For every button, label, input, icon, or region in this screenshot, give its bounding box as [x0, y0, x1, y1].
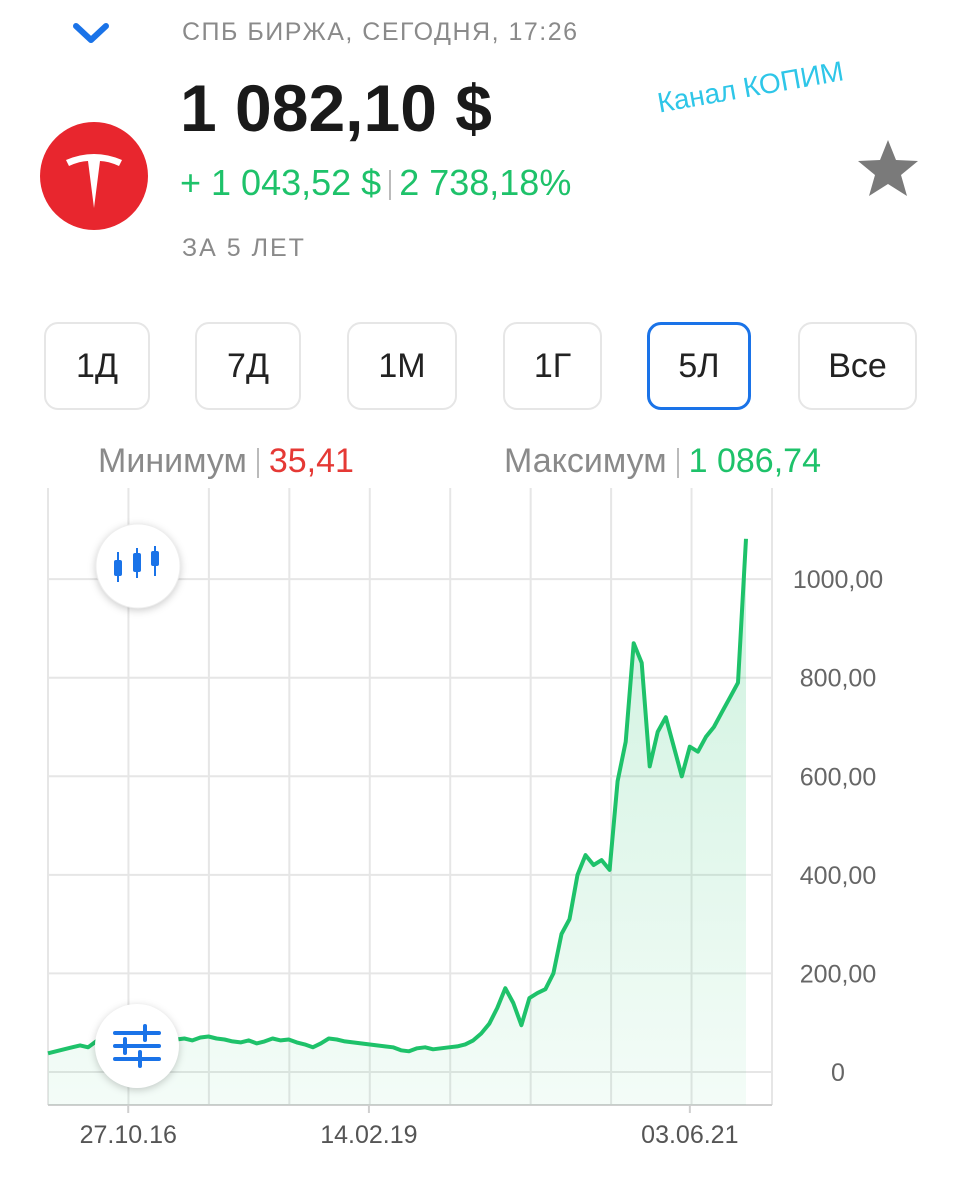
min-info: Минимум 35,41 [98, 442, 354, 481]
change-abs: + 1 043,52 $ [180, 162, 382, 203]
y-tick-label: 0 [831, 1059, 845, 1087]
tesla-logo [40, 122, 148, 230]
collapse-chevron[interactable] [70, 18, 112, 48]
icon [114, 560, 122, 576]
separator [389, 170, 392, 201]
change-pct: 2 738,18% [399, 162, 572, 203]
x-tick-label: 27.10.16 [80, 1121, 177, 1149]
y-tick-label: 400,00 [800, 862, 876, 890]
candle-toggle[interactable] [95, 523, 181, 609]
max-value: 1 086,74 [688, 442, 821, 480]
period: ЗА 5 ЛЕТ [182, 234, 306, 262]
x-tick-label: 14.02.19 [320, 1121, 417, 1149]
max-label: Максимум [504, 442, 667, 480]
max-info: Максимум 1 086,74 [504, 442, 821, 481]
min-value: 35,41 [268, 442, 354, 480]
favorite-star[interactable] [856, 136, 920, 200]
period-button[interactable]: Все [798, 322, 917, 410]
icon [151, 551, 159, 566]
y-tick-label: 600,00 [800, 763, 876, 791]
period-button[interactable]: 1М [347, 322, 457, 410]
period-button[interactable]: 7Д [195, 322, 301, 410]
y-tick-label: 200,00 [800, 960, 876, 988]
separator [256, 448, 259, 479]
separator [676, 448, 679, 479]
filter-toggle[interactable] [95, 1004, 179, 1088]
min-label: Минимум [98, 442, 247, 480]
period-button[interactable]: 1Д [44, 322, 150, 410]
icon [133, 553, 141, 572]
exchange-time: СПБ БИРЖА, СЕГОДНЯ, 17:26 [182, 18, 579, 46]
area-fill [48, 538, 746, 1105]
y-tick-label: 800,00 [800, 665, 876, 693]
period-button[interactable]: 1Г [503, 322, 602, 410]
price: 1 082,10 $ [180, 71, 492, 145]
x-tick-label: 03.06.21 [641, 1121, 738, 1149]
period-button[interactable]: 5Л [647, 322, 751, 410]
y-tick-label: 1000,00 [793, 566, 883, 594]
change: + 1 043,52 $ 2 738,18% [180, 162, 571, 204]
